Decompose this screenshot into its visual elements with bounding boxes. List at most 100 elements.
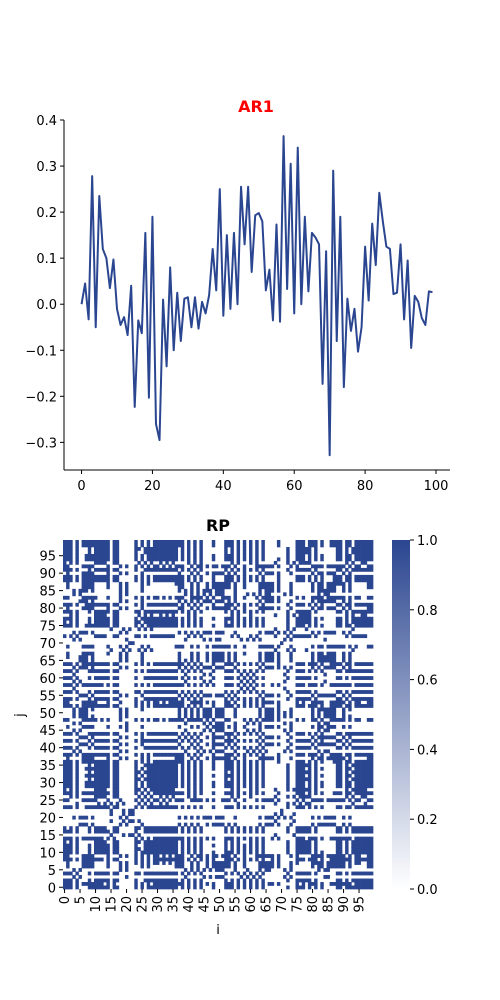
heatmap-cell	[363, 546, 368, 551]
heatmap-cell	[351, 560, 355, 565]
heatmap-cell	[196, 665, 200, 670]
heatmap-cell	[289, 581, 293, 586]
heatmap-cell	[307, 759, 312, 764]
heatmap-cell	[304, 763, 309, 768]
heatmap-cell	[335, 770, 340, 775]
heatmap-cell	[258, 861, 262, 865]
heatmap-cell	[230, 805, 234, 810]
heatmap-cell	[106, 623, 110, 628]
heatmap-cell	[236, 857, 241, 862]
heatmap-cell	[165, 662, 169, 666]
heatmap-cell	[224, 550, 228, 555]
heatmap-cell	[125, 728, 129, 733]
heatmap-cell	[97, 885, 101, 890]
heatmap-cell	[112, 546, 117, 551]
heatmap-cell	[261, 553, 265, 558]
heatmap-cell	[307, 669, 312, 673]
heatmap-cell	[214, 599, 219, 604]
heatmap-cell	[66, 553, 70, 558]
heatmap-cell	[112, 773, 117, 778]
heatmap-cell	[162, 766, 166, 771]
colorbar-tick-label: 0.6	[417, 674, 438, 689]
heatmap-cell	[168, 787, 172, 792]
heatmap-cell	[342, 864, 346, 869]
heatmap-cell	[357, 766, 361, 771]
heatmap-cell	[311, 724, 315, 729]
heatmap-cell	[112, 784, 117, 789]
heatmap-cell	[298, 669, 303, 673]
heatmap-cell	[180, 595, 185, 600]
heatmap-cell	[66, 564, 70, 569]
heatmap-cell	[140, 836, 144, 841]
heatmap-cell	[314, 620, 318, 625]
heatmap-cell	[174, 683, 179, 687]
heatmap-cell	[140, 581, 144, 586]
heatmap-cell	[66, 550, 70, 555]
heatmap-cell	[75, 634, 79, 639]
heatmap-cell	[320, 857, 324, 862]
heatmap-cell	[159, 557, 163, 562]
heatmap-cell	[227, 791, 231, 796]
heatmap-cell	[165, 669, 169, 673]
heatmap-cell	[354, 609, 358, 614]
heatmap-cell	[369, 759, 374, 764]
heatmap-cell	[264, 606, 268, 611]
heatmap-cell	[63, 854, 67, 858]
heatmap-cell	[354, 766, 358, 771]
colorbar-tick-label: 0.2	[417, 813, 438, 828]
heatmap-cell	[369, 717, 374, 722]
heatmap-cell	[332, 854, 337, 858]
heatmap-cell	[360, 616, 365, 621]
heatmap-cell	[221, 721, 225, 726]
heatmap-cell	[199, 878, 203, 883]
heatmap-cell	[264, 644, 268, 649]
heatmap-cell	[304, 871, 309, 876]
heatmap-cell	[174, 581, 179, 586]
heatmap-cell	[125, 742, 129, 747]
heatmap-cell	[94, 700, 98, 705]
heatmap-cell	[249, 623, 253, 628]
heatmap-cell	[90, 885, 95, 890]
heatmap-cell	[214, 585, 219, 590]
heatmap-cell	[81, 581, 86, 586]
heatmap-cell	[227, 756, 231, 761]
heatmap-cell	[307, 578, 312, 583]
heatmap-cell	[239, 686, 244, 691]
heatmap-cell	[112, 690, 117, 694]
heatmap-cell	[66, 602, 70, 607]
heatmap-cell	[171, 683, 175, 687]
heatmap-cell	[338, 864, 343, 869]
heatmap-cell	[338, 578, 343, 583]
heatmap-cell	[118, 861, 123, 865]
heatmap-cell	[168, 543, 172, 548]
heatmap-cell	[301, 885, 306, 890]
heatmap-cell	[211, 742, 216, 747]
heatmap-cell	[311, 655, 315, 660]
heatmap-cell	[338, 704, 343, 708]
heatmap-cell	[196, 742, 200, 747]
heatmap-cell	[301, 560, 306, 565]
heatmap-cell	[348, 574, 352, 579]
heatmap-cell	[146, 843, 151, 848]
heatmap-cell	[187, 871, 191, 876]
y-tick-label: 0.0	[36, 298, 57, 313]
heatmap-cell	[69, 882, 73, 886]
heatmap-cell	[69, 546, 73, 551]
heatmap-cell	[261, 836, 265, 841]
heatmap-cell	[112, 871, 117, 876]
heatmap-cell	[369, 805, 374, 810]
heatmap-cell	[360, 543, 365, 548]
heatmap-cell	[255, 787, 259, 792]
heatmap-cell	[342, 724, 346, 729]
heatmap-cell	[255, 763, 259, 768]
heatmap-cell	[87, 676, 92, 680]
heatmap-cell	[140, 693, 144, 698]
heatmap-cell	[75, 540, 79, 544]
heatmap-cell	[171, 546, 175, 551]
heatmap-y-tick-label: 30	[39, 777, 56, 792]
heatmap-cell	[360, 731, 365, 736]
heatmap-cell	[218, 711, 222, 715]
heatmap-cell	[100, 763, 104, 768]
heatmap-cell	[75, 697, 79, 701]
heatmap-cell	[134, 787, 138, 792]
